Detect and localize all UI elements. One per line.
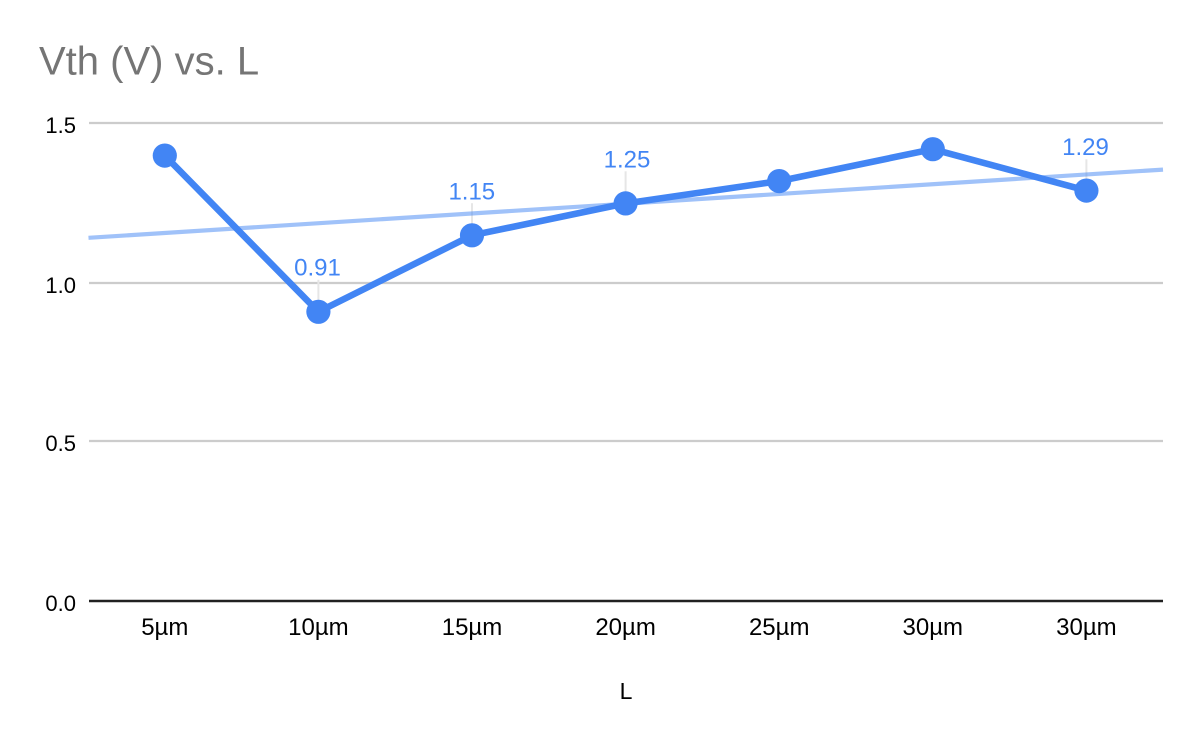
svg-text:20µm: 20µm: [595, 614, 656, 641]
svg-text:1.29: 1.29: [1062, 134, 1109, 161]
svg-text:Vth (V) vs. L: Vth (V) vs. L: [39, 40, 259, 84]
svg-text:1.15: 1.15: [448, 178, 495, 205]
svg-text:5µm: 5µm: [141, 614, 188, 641]
svg-text:1.5: 1.5: [45, 113, 76, 138]
svg-text:0.0: 0.0: [45, 591, 76, 616]
svg-text:15µm: 15µm: [442, 614, 503, 641]
svg-text:30µm: 30µm: [903, 614, 964, 641]
svg-text:30µm: 30µm: [1056, 614, 1117, 641]
svg-text:1.25: 1.25: [604, 146, 651, 173]
svg-text:25µm: 25µm: [749, 614, 810, 641]
svg-text:10µm: 10µm: [288, 614, 349, 641]
svg-text:L: L: [620, 678, 633, 704]
svg-text:0.5: 0.5: [45, 431, 76, 456]
svg-text:1.0: 1.0: [45, 273, 76, 298]
svg-text:0.91: 0.91: [294, 255, 341, 282]
